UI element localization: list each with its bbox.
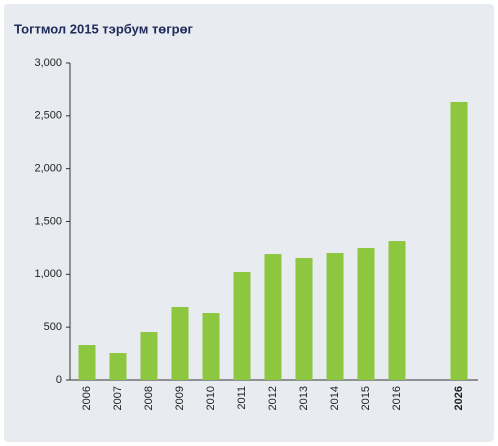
bar <box>450 101 468 380</box>
bar <box>388 241 406 380</box>
y-tick-label: 1,500 <box>34 215 62 227</box>
y-tick-label: 2,000 <box>34 163 62 175</box>
x-tick-label: 2009 <box>174 386 186 410</box>
x-tick-label: 2010 <box>205 386 217 410</box>
x-tick-label: 2014 <box>329 386 341 410</box>
x-tick-label: 2015 <box>360 386 372 410</box>
x-tick-label: 2016 <box>391 386 403 410</box>
bar <box>264 254 282 380</box>
bar <box>171 306 189 380</box>
bar <box>233 272 251 380</box>
y-tick-label: 0 <box>56 374 62 386</box>
x-tick-label: 2012 <box>267 386 279 410</box>
bar <box>202 313 220 380</box>
bar <box>140 332 158 380</box>
bar <box>78 345 96 380</box>
bar <box>295 257 313 380</box>
x-tick-label: 2011 <box>236 386 248 410</box>
bar <box>326 252 344 380</box>
chart-title: Тогтмол 2015 тэрбум төгрөг <box>14 21 194 36</box>
y-tick-label: 3,000 <box>34 57 62 69</box>
bar <box>109 353 127 380</box>
x-tick-label: 2007 <box>112 386 124 410</box>
y-tick-label: 500 <box>44 321 62 333</box>
y-tick-label: 2,500 <box>34 110 62 122</box>
bar <box>357 248 375 380</box>
x-tick-label: 2026 <box>453 386 465 410</box>
y-tick-label: 1,000 <box>34 268 62 280</box>
x-tick-label: 2008 <box>143 386 155 410</box>
x-tick-label: 2013 <box>298 386 310 410</box>
x-tick-label: 2006 <box>81 386 93 410</box>
